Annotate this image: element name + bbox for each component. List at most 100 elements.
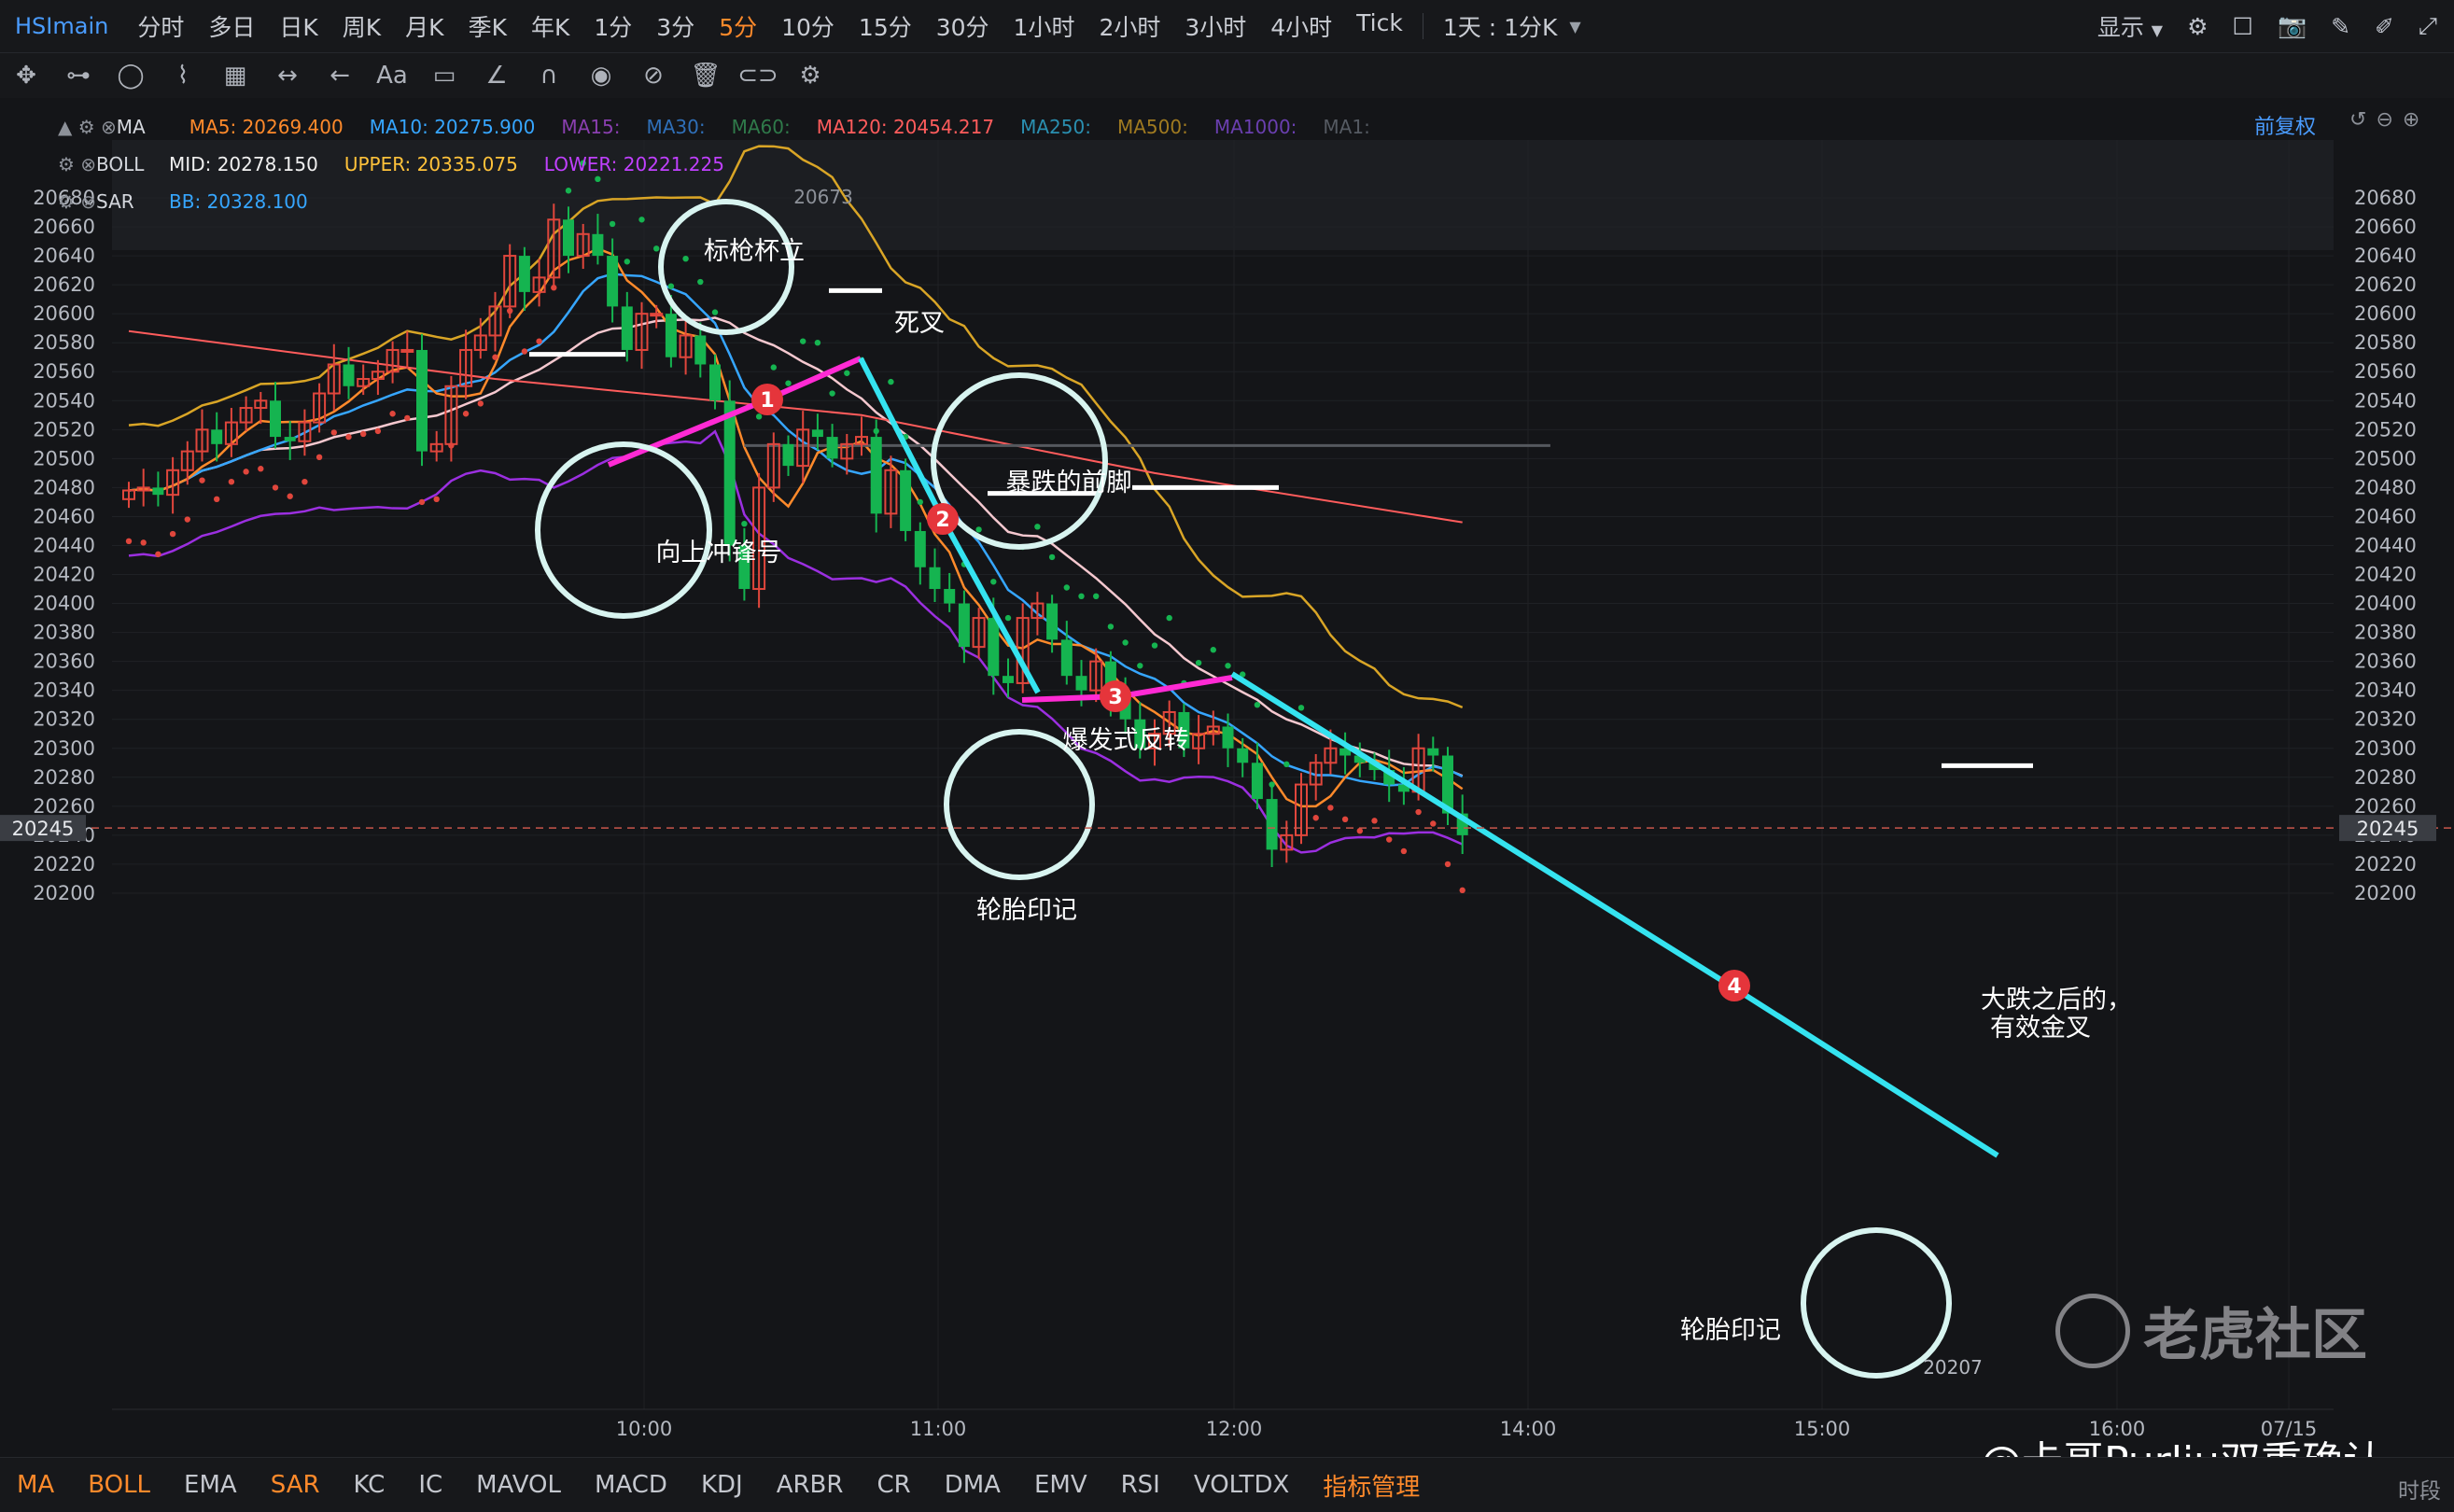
range-selector[interactable]: 1天 : 1分K [1442, 14, 1558, 41]
candle-body-down[interactable] [1427, 748, 1439, 756]
timeframe-tab[interactable]: 5分 [719, 14, 758, 41]
plus-icon[interactable]: ⊕ [2402, 108, 2430, 132]
restore-label[interactable]: 前复权 [2254, 116, 2317, 139]
timeframe-tab[interactable]: 30分 [935, 14, 989, 41]
candle-body-up[interactable] [1089, 660, 1103, 692]
candle-body-down[interactable] [1046, 603, 1059, 640]
candle-body-up[interactable] [400, 348, 414, 353]
candle-body-down[interactable] [518, 256, 530, 292]
candle-body-down[interactable] [900, 469, 912, 531]
timeframe-tab[interactable]: 1分 [594, 14, 633, 41]
timeframe-tab[interactable]: 2小时 [1099, 14, 1161, 41]
candle-body-up[interactable] [855, 436, 868, 445]
candle-body-down[interactable] [592, 233, 604, 257]
arrow-left-icon[interactable]: ← [330, 62, 350, 90]
timeframe-tab[interactable]: 1小时 [1013, 14, 1075, 41]
timeframe-tab[interactable]: 3小时 [1185, 14, 1247, 41]
candle-body-up[interactable] [254, 399, 268, 410]
candle-body-up[interactable] [459, 348, 473, 387]
candle-body-up[interactable] [796, 428, 810, 468]
indicator-value[interactable]: MA120: 20454.217 [817, 116, 994, 138]
candle-body-down[interactable] [607, 256, 619, 307]
candle-body-up[interactable] [547, 218, 561, 279]
candle-body-down[interactable] [988, 618, 1000, 677]
minus-icon[interactable]: ⊖ [2376, 108, 2403, 132]
session-label[interactable]: 时段 [2398, 1479, 2441, 1504]
candle-body-up[interactable] [972, 617, 986, 649]
candle-body-down[interactable] [1060, 639, 1073, 677]
candle-body-up[interactable] [473, 334, 487, 351]
candle-body-up[interactable] [239, 407, 253, 424]
candle-body-up[interactable] [766, 442, 780, 489]
candle-body-up[interactable] [371, 371, 385, 380]
indicator-controls-icon[interactable]: ⚙ ⊗ [58, 190, 97, 213]
chevron-down-icon[interactable]: ▼ [1569, 17, 1581, 35]
line-tool-icon[interactable]: ⊶ [66, 62, 91, 90]
timeframe-tab[interactable]: 日K [279, 14, 318, 41]
indicator-value[interactable]: MA60: [732, 116, 791, 138]
candle-body-down[interactable] [211, 429, 223, 444]
indicator-value[interactable]: MA30: [646, 116, 705, 138]
candle-body-down[interactable] [1442, 755, 1453, 814]
indicator-name[interactable]: MA [116, 116, 146, 138]
candle-body-up[interactable] [327, 363, 341, 395]
candle-body-up[interactable] [752, 486, 766, 591]
candle-body-up[interactable] [136, 486, 150, 492]
candle-body-down[interactable] [1003, 676, 1014, 683]
candle-body-down[interactable] [1353, 755, 1366, 763]
indicator-controls-icon[interactable]: ⚙ ⊗ [58, 153, 97, 175]
candle-body-up[interactable] [1206, 725, 1220, 735]
indicator-value[interactable]: UPPER: 20335.075 [344, 153, 518, 175]
measure-icon[interactable]: ↔ [277, 62, 298, 90]
indicator-controls-icon[interactable]: ▲ ⚙ ⊗ [58, 116, 117, 138]
indicator-value[interactable]: BB: 20328.100 [169, 190, 308, 213]
candle-body-up[interactable] [679, 334, 693, 358]
candle-body-down[interactable] [1368, 763, 1381, 771]
indicator-toggle[interactable]: EMV [1033, 1471, 1087, 1499]
candle-body-up[interactable] [298, 421, 312, 442]
indicator-name[interactable]: SAR [96, 190, 134, 213]
timeframe-tab[interactable]: 周K [342, 14, 382, 41]
indicator-toggle[interactable]: BOLL [88, 1471, 151, 1499]
candle-body-up[interactable] [1295, 783, 1308, 836]
angle-icon[interactable]: ∠ [485, 62, 508, 90]
candle-body-up[interactable] [635, 313, 649, 351]
timeframe-tab[interactable]: 10分 [781, 14, 834, 41]
candle-body-down[interactable] [1222, 726, 1234, 749]
candle-body-down[interactable] [738, 545, 750, 590]
eye-icon[interactable]: ◉ [590, 62, 612, 90]
indicator-value[interactable]: MA10: 20275.900 [370, 116, 536, 138]
candle-body-down[interactable] [723, 400, 736, 546]
move-icon[interactable]: ✥ [16, 62, 36, 90]
timeframe-tab[interactable]: 3分 [656, 14, 695, 41]
candle-body-up[interactable] [313, 392, 327, 424]
candle-body-down[interactable] [1134, 719, 1146, 749]
text-tool-icon[interactable]: Aa [376, 62, 408, 90]
indicator-toggle[interactable]: VOLTDX [1193, 1471, 1290, 1499]
indicator-toggle[interactable]: RSI [1120, 1471, 1160, 1499]
candle-body-up[interactable] [1280, 833, 1294, 851]
candle-body-down[interactable] [1397, 784, 1409, 792]
indicator-manager-button[interactable]: 指标管理 [1323, 1473, 1421, 1502]
magnet-icon[interactable]: ∩ [540, 62, 558, 90]
candle-body-up[interactable] [429, 442, 443, 453]
candle-body-down[interactable] [944, 589, 956, 604]
indicator-toggle[interactable]: DMA [944, 1471, 1001, 1499]
comment-icon[interactable]: ▭ [432, 62, 456, 90]
settings-icon[interactable]: ⚙ [799, 62, 821, 90]
indicator-value[interactable]: MA250: [1020, 116, 1091, 138]
hide-icon[interactable]: ⊘ [643, 62, 664, 90]
undo-icon[interactable]: ↺ [2349, 108, 2377, 132]
edit-icon[interactable]: ✎ [2331, 12, 2351, 40]
candle-body-up[interactable] [357, 378, 371, 387]
candle-body-up[interactable] [1031, 602, 1045, 620]
indicator-value[interactable]: MA1000: [1214, 116, 1297, 138]
pen-icon[interactable]: ✐ [2375, 12, 2394, 40]
timeframe-tab[interactable]: 季K [468, 14, 507, 41]
candle-body-up[interactable] [1192, 733, 1206, 749]
candle-body-down[interactable] [270, 400, 281, 438]
indicator-toggle[interactable]: KDJ [700, 1471, 743, 1499]
timeframe-tab[interactable]: 多日 [208, 14, 256, 41]
candle-body-up[interactable] [180, 450, 194, 471]
candle-body-down[interactable] [1075, 676, 1087, 691]
